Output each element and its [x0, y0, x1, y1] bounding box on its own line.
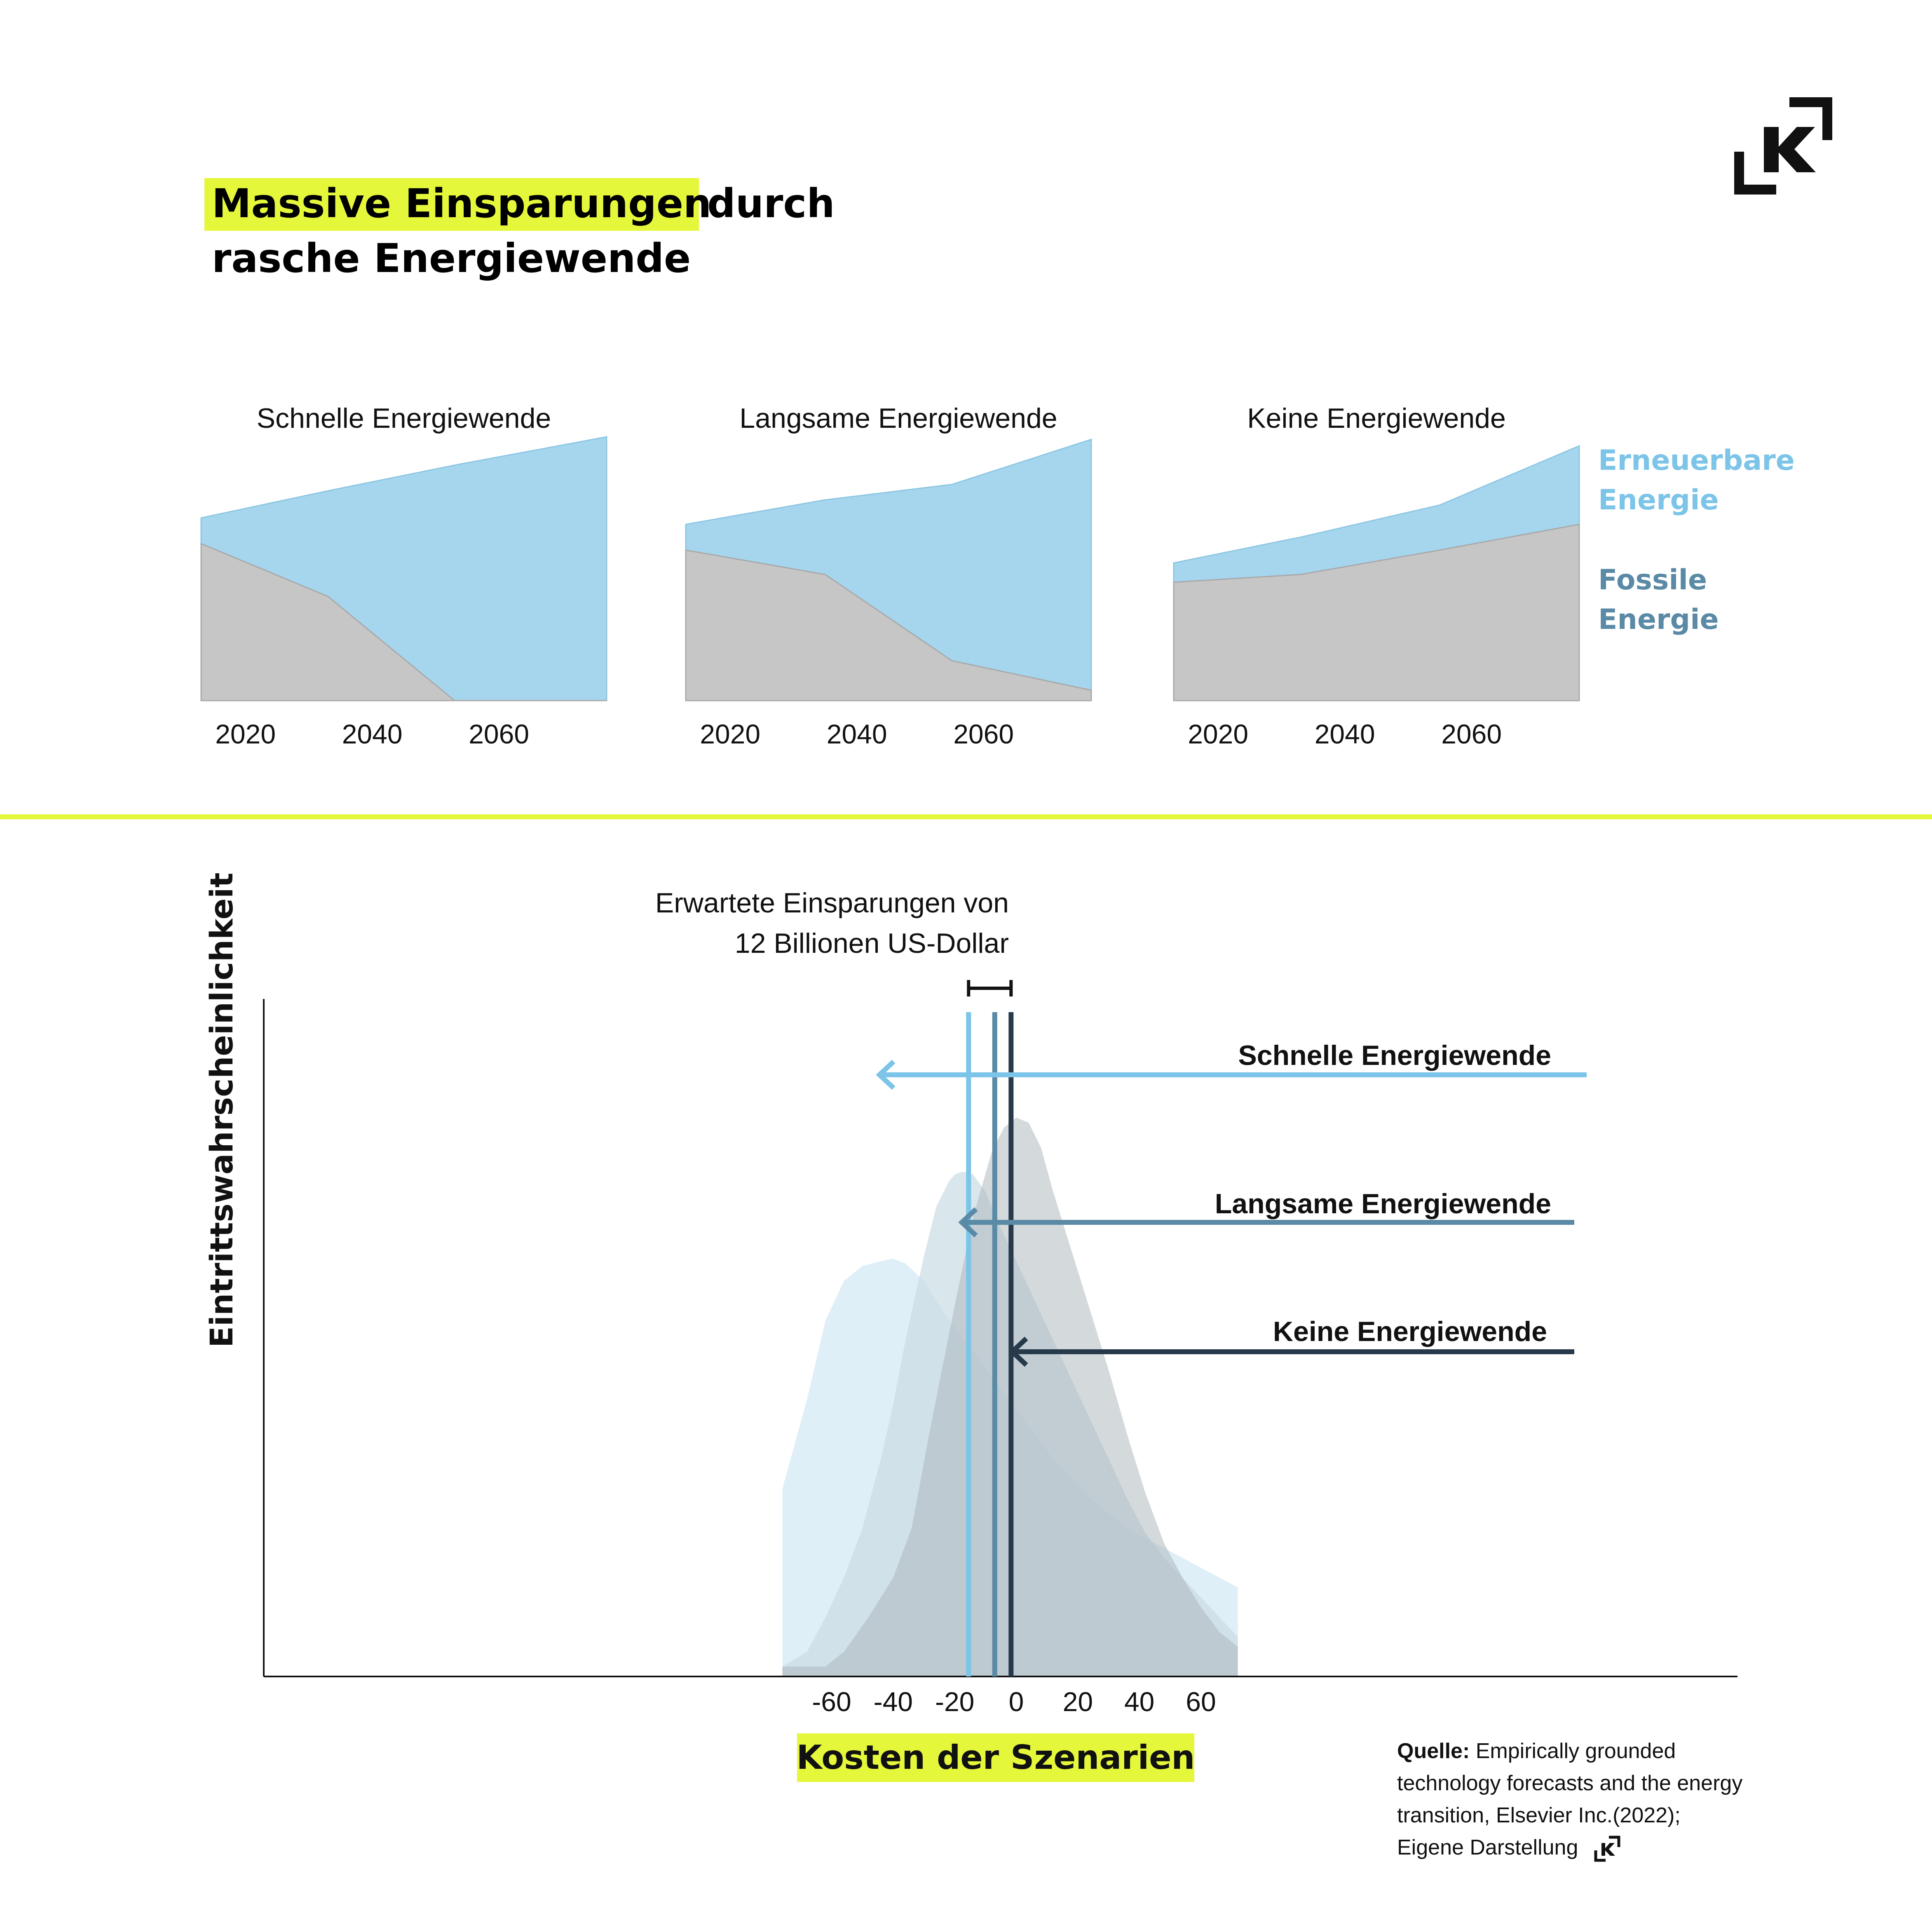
- x-tick-label: 40: [1124, 1686, 1154, 1717]
- x-axis-label-highlight: [797, 1733, 1194, 1782]
- legend-renewable-line1: Erneuerbare: [1598, 444, 1795, 477]
- area-panel-0: 2020 2040 2060: [200, 436, 607, 749]
- fossil-area: [685, 549, 1092, 701]
- x-tick-label: -60: [812, 1686, 851, 1717]
- x-tick-label: 2060: [469, 719, 529, 749]
- title-highlight: [204, 178, 699, 231]
- fossil-area: [200, 542, 607, 701]
- annotation-line1: Erwartete Einsparungen von: [655, 887, 1009, 919]
- legend-fossil-line2: Energie: [1598, 603, 1719, 636]
- x-tick-label: 0: [1009, 1686, 1024, 1717]
- legend-fossil-line1: Fossile: [1598, 564, 1707, 596]
- annotation-line2: 12 Billionen US-Dollar: [735, 928, 1009, 959]
- x-tick-label: 2040: [827, 719, 887, 749]
- x-tick-label: 2020: [700, 719, 760, 749]
- arrow-head-2: [1008, 1336, 1028, 1367]
- arrow-label-keine: Keine Energiewende: [1273, 1316, 1547, 1347]
- legend-renewable-line2: Energie: [1598, 484, 1719, 516]
- area-panel-2: 2020 2040 2060: [1173, 445, 1580, 749]
- x-tick-label: 2060: [953, 719, 1014, 749]
- fossil-area: [1173, 523, 1580, 701]
- arrow-label-langsam: Langsame Energiewende: [1215, 1188, 1551, 1219]
- arrow-head-0: [876, 1060, 896, 1090]
- x-axis-label: Kosten der Szenarien: [797, 1738, 1195, 1777]
- source-label: Quelle:: [1397, 1739, 1470, 1763]
- x-tick-label: 2060: [1441, 719, 1502, 749]
- panel-title-langsam: Langsame Energiewende: [739, 403, 1057, 434]
- x-tick-label: 2020: [215, 719, 276, 749]
- source-line2: technology forecasts and the energy: [1397, 1771, 1743, 1795]
- panel-title-schnell: Schnelle Energiewende: [257, 403, 551, 434]
- area-panel-1: 2020 2040 2060: [685, 438, 1092, 749]
- source-line3: transition, Elsevier Inc.(2022);: [1397, 1803, 1681, 1827]
- source-line4: Eigene Darstellung: [1397, 1836, 1578, 1859]
- x-tick-label: 2020: [1188, 719, 1248, 749]
- arrow-head-1: [958, 1207, 978, 1238]
- title-rest-text: durch: [707, 181, 835, 227]
- x-tick-label: 2040: [342, 719, 403, 749]
- k-logo-icon: [1734, 97, 1832, 195]
- x-tick-label: 60: [1186, 1686, 1216, 1717]
- cost-distribution-chart: -60 -40 -20 0 20 40 60: [263, 980, 1737, 1717]
- x-tick-label: -20: [935, 1686, 974, 1717]
- arrow-label-schnell: Schnelle Energiewende: [1238, 1040, 1551, 1071]
- y-axis-label: Eintrittswahrscheinlichkeit: [203, 872, 240, 1348]
- source-note: Quelle: Empirically grounded technology …: [1397, 1735, 1793, 1864]
- scenario-area-charts: 2020 2040 2060 2020 2040 2060 2020 2040 2060: [200, 436, 1580, 749]
- k-logo-small-icon: [1594, 1836, 1620, 1862]
- x-tick-label: 2040: [1315, 719, 1375, 749]
- title-line2: rasche Energiewende: [212, 235, 691, 281]
- panel-title-keine: Keine Energiewende: [1247, 403, 1506, 434]
- title-highlight-text: Massive Einsparungen: [212, 181, 711, 227]
- x-tick-label: 20: [1063, 1686, 1093, 1717]
- x-tick-label: -40: [874, 1686, 913, 1717]
- section-divider: [0, 814, 1932, 819]
- source-line1: Empirically grounded: [1475, 1739, 1676, 1763]
